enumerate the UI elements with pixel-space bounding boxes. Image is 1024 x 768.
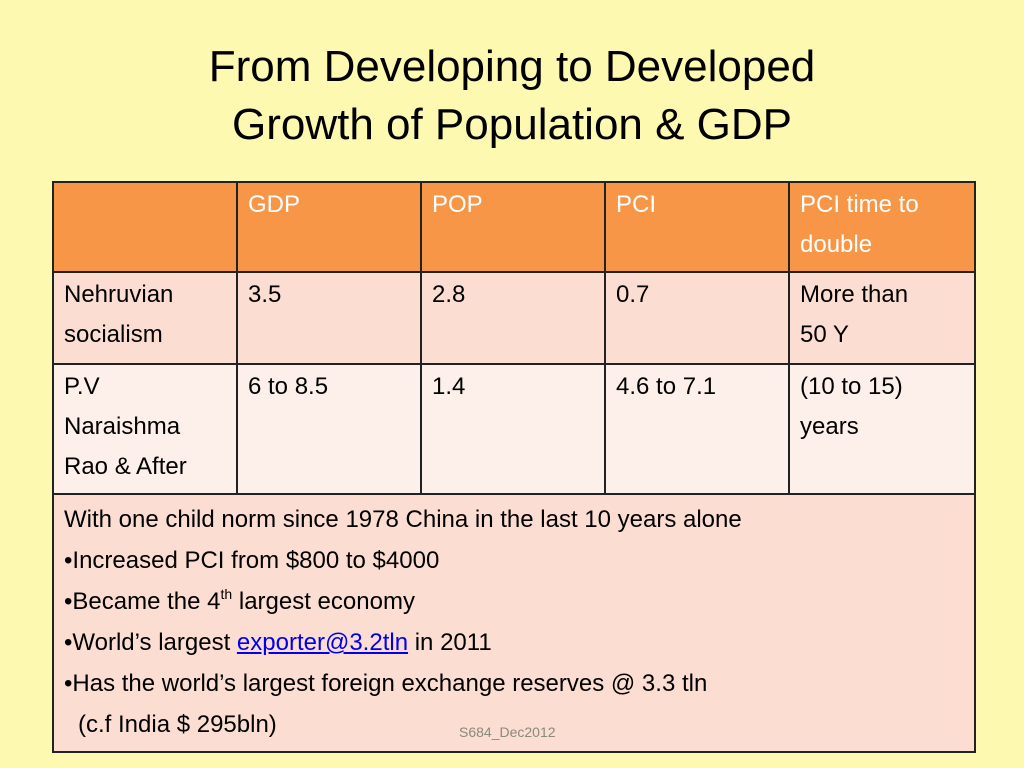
pci-double-line: 50 Y bbox=[800, 321, 849, 348]
header-cell-pci-double: PCI time to double bbox=[788, 181, 976, 273]
exporter-link[interactable]: exporter@3.2tln bbox=[236, 629, 409, 656]
notes-bullet: •World’s largest exporter@3.2tln in 2011 bbox=[64, 622, 964, 663]
pci-double-line: years bbox=[800, 413, 859, 440]
header-pci-double-line1: PCI time to bbox=[800, 191, 919, 218]
notes-bullet-continuation: (c.f India $ 295bln) bbox=[78, 711, 277, 738]
row-label-cell: Nehruvian socialism bbox=[52, 271, 238, 365]
pci-cell: 0.7 bbox=[604, 271, 790, 365]
growth-table: GDP POP PCI PCI time to double Nehruvian… bbox=[52, 181, 976, 753]
pci-double-line: (10 to 15) bbox=[800, 373, 903, 400]
pci-cell: 4.6 to 7.1 bbox=[604, 363, 790, 495]
bullet-text: in 2011 bbox=[408, 629, 492, 656]
pop-cell: 2.8 bbox=[420, 271, 606, 365]
notes-bullet: •Became the 4th largest economy bbox=[64, 581, 964, 622]
title-line-1: From Developing to Developed bbox=[208, 42, 816, 91]
bullet-text: •Became the 4 bbox=[64, 588, 221, 615]
header-cell-pop: POP bbox=[420, 181, 606, 273]
row-label-line: Nehruvian bbox=[64, 281, 174, 308]
notes-intro: With one child norm since 1978 China in … bbox=[64, 506, 742, 533]
table-row: Nehruvian socialism 3.5 2.8 0.7 More tha… bbox=[52, 271, 976, 365]
pci-double-cell: More than 50 Y bbox=[788, 271, 976, 365]
bullet-text: •World’s largest bbox=[64, 629, 237, 656]
slide-title: From Developing to Developed Growth of P… bbox=[0, 38, 1024, 154]
pci-double-cell: (10 to 15) years bbox=[788, 363, 976, 495]
ordinal-superscript: th bbox=[220, 586, 233, 602]
header-cell-empty bbox=[52, 181, 238, 273]
table-header-row: GDP POP PCI PCI time to double bbox=[52, 181, 976, 273]
row-label-line: Naraishma bbox=[64, 413, 181, 440]
header-cell-pci: PCI bbox=[604, 181, 790, 273]
row-label-line: socialism bbox=[64, 321, 163, 348]
pci-double-line: More than bbox=[800, 281, 909, 308]
gdp-cell: 3.5 bbox=[236, 271, 422, 365]
notes-row: With one child norm since 1978 China in … bbox=[52, 493, 976, 753]
table-row: P.V Naraishma Rao & After 6 to 8.5 1.4 4… bbox=[52, 363, 976, 495]
row-label-line: Rao & After bbox=[64, 453, 187, 480]
header-cell-gdp: GDP bbox=[236, 181, 422, 273]
title-line-2: Growth of Population & GDP bbox=[231, 100, 793, 149]
notes-bullet: •Has the world’s largest foreign exchang… bbox=[64, 670, 708, 697]
notes-bullet: •Increased PCI from $800 to $4000 bbox=[64, 547, 440, 574]
pop-cell: 1.4 bbox=[420, 363, 606, 495]
gdp-cell: 6 to 8.5 bbox=[236, 363, 422, 495]
row-label-cell: P.V Naraishma Rao & After bbox=[52, 363, 238, 495]
bullet-text: largest economy bbox=[232, 588, 415, 615]
notes-cell: With one child norm since 1978 China in … bbox=[52, 493, 976, 753]
row-label-line: P.V bbox=[64, 373, 100, 400]
slide-footer: S684_Dec2012 bbox=[459, 724, 556, 740]
header-pci-double-line2: double bbox=[800, 231, 873, 258]
